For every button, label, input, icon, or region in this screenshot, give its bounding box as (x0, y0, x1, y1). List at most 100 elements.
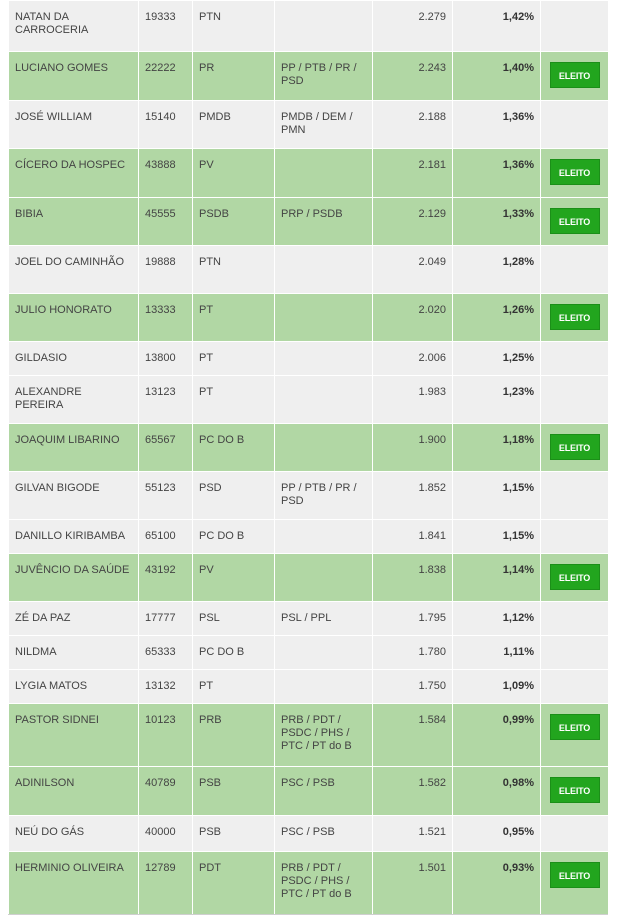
table-row: JOEL DO CAMINHÃO 19888 PTN 2.049 1,28% (8, 245, 609, 294)
table-row: NILDMA 65333 PC DO B 1.780 1,11% (8, 635, 609, 670)
candidate-coalition (274, 0, 373, 52)
table-row: CÍCERO DA HOSPEC 43888 PV 2.181 1,36% ELEITO (8, 148, 609, 198)
candidate-votes: 1.900 (372, 423, 453, 472)
elected-badge: ELEITO (549, 862, 600, 888)
table-row: PASTOR SIDNEI 10123 PRB PRB / PDT / PSDC / … (8, 703, 609, 767)
candidate-status-cell (540, 341, 609, 376)
candidate-party: PT (192, 293, 275, 342)
candidate-vote-percent: 1,40% (452, 51, 541, 101)
candidate-party: PTN (192, 245, 275, 294)
candidate-status-cell: ELEITO (540, 766, 609, 816)
candidate-number: 45555 (138, 197, 193, 246)
candidate-number: 10123 (138, 703, 193, 767)
candidate-party: PDT (192, 851, 275, 915)
candidate-vote-percent: 1,11% (452, 635, 541, 670)
candidate-status-cell (540, 375, 609, 424)
candidate-name: GILVAN BIGODE (8, 471, 139, 520)
candidate-party: PTN (192, 0, 275, 52)
table-row: ADINILSON 40789 PSB PSC / PSB 1.582 0,98% ELEI… (8, 766, 609, 816)
elected-badge: ELEITO (549, 159, 600, 185)
candidate-party: PSD (192, 471, 275, 520)
candidate-number: 13132 (138, 669, 193, 704)
candidate-name: NATAN DA CARROCERIA (8, 0, 139, 52)
candidate-party: PMDB (192, 100, 275, 149)
table-row: ZÉ DA PAZ 17777 PSL PSL / PPL 1.795 1,12% (8, 601, 609, 636)
candidate-party: PC DO B (192, 423, 275, 472)
candidate-name: ADINILSON (8, 766, 139, 816)
candidate-vote-percent: 0,95% (452, 815, 541, 852)
candidate-status-cell (540, 635, 609, 670)
candidate-votes: 1.780 (372, 635, 453, 670)
candidate-coalition (274, 519, 373, 554)
results-table-body: NATAN DA CARROCERIA 19333 PTN 2.279 1,42% LUC… (8, 0, 609, 915)
table-row: HERMINIO OLIVEIRA 12789 PDT PRB / PDT / PSD… (8, 851, 609, 915)
candidate-status-cell: ELEITO (540, 293, 609, 342)
candidate-number: 40789 (138, 766, 193, 816)
table-row: LUCIANO GOMES 22222 PR PP / PTB / PR / PSD 2… (8, 51, 609, 101)
candidate-coalition (274, 669, 373, 704)
candidate-coalition (274, 375, 373, 424)
table-row: DANILLO KIRIBAMBA 65100 PC DO B 1.841 1,15% (8, 519, 609, 554)
table-row: GILVAN BIGODE 55123 PSD PP / PTB / PR / PSD… (8, 471, 609, 520)
candidate-name: LUCIANO GOMES (8, 51, 139, 101)
candidate-vote-percent: 0,99% (452, 703, 541, 767)
candidate-coalition (274, 423, 373, 472)
candidate-coalition (274, 245, 373, 294)
candidate-number: 13800 (138, 341, 193, 376)
candidate-number: 65567 (138, 423, 193, 472)
candidate-name: BIBIA (8, 197, 139, 246)
candidate-status-cell (540, 669, 609, 704)
candidate-name: GILDASIO (8, 341, 139, 376)
candidate-votes: 1.521 (372, 815, 453, 852)
candidate-status-cell: ELEITO (540, 703, 609, 767)
table-row: GILDASIO 13800 PT 2.006 1,25% (8, 341, 609, 376)
candidate-votes: 2.020 (372, 293, 453, 342)
candidate-coalition: PSL / PPL (274, 601, 373, 636)
candidate-votes: 1.983 (372, 375, 453, 424)
candidate-results-table: NATAN DA CARROCERIA 19333 PTN 2.279 1,42% LUC… (8, 0, 609, 915)
elected-badge: ELEITO (549, 714, 600, 740)
table-row: JULIO HONORATO 13333 PT 2.020 1,26% ELEITO (8, 293, 609, 342)
candidate-coalition: PRB / PDT / PSDC / PHS / PTC / PT do B (274, 703, 373, 767)
candidate-coalition (274, 148, 373, 198)
candidate-vote-percent: 1,15% (452, 519, 541, 554)
candidate-vote-percent: 1,09% (452, 669, 541, 704)
candidate-status-cell: ELEITO (540, 148, 609, 198)
candidate-party: PSB (192, 815, 275, 852)
table-row: BIBIA 45555 PSDB PRP / PSDB 2.129 1,33% ELEITO (8, 197, 609, 246)
candidate-name: ZÉ DA PAZ (8, 601, 139, 636)
candidate-votes: 2.049 (372, 245, 453, 294)
candidate-coalition (274, 635, 373, 670)
table-row: LYGIA MATOS 13132 PT 1.750 1,09% (8, 669, 609, 704)
candidate-votes: 1.582 (372, 766, 453, 816)
candidate-party: PC DO B (192, 635, 275, 670)
candidate-name: PASTOR SIDNEI (8, 703, 139, 767)
candidate-votes: 2.006 (372, 341, 453, 376)
candidate-coalition (274, 553, 373, 602)
candidate-number: 55123 (138, 471, 193, 520)
candidate-name: CÍCERO DA HOSPEC (8, 148, 139, 198)
candidate-name: JULIO HONORATO (8, 293, 139, 342)
candidate-vote-percent: 1,23% (452, 375, 541, 424)
candidate-party: PV (192, 148, 275, 198)
candidate-vote-percent: 1,26% (452, 293, 541, 342)
elected-badge: ELEITO (549, 62, 600, 88)
candidate-party: PSDB (192, 197, 275, 246)
candidate-name: HERMINIO OLIVEIRA (8, 851, 139, 915)
candidate-party: PR (192, 51, 275, 101)
candidate-number: 40000 (138, 815, 193, 852)
elected-badge: ELEITO (549, 434, 600, 460)
candidate-number: 43192 (138, 553, 193, 602)
candidate-status-cell: ELEITO (540, 197, 609, 246)
candidate-vote-percent: 1,36% (452, 100, 541, 149)
candidate-status-cell (540, 519, 609, 554)
candidate-votes: 2.181 (372, 148, 453, 198)
candidate-vote-percent: 1,33% (452, 197, 541, 246)
candidate-votes: 2.279 (372, 0, 453, 52)
candidate-status-cell (540, 471, 609, 520)
candidate-coalition: PMDB / DEM / PMN (274, 100, 373, 149)
candidate-party: PSL (192, 601, 275, 636)
candidate-votes: 1.852 (372, 471, 453, 520)
table-row: NEÚ DO GÁS 40000 PSB PSC / PSB 1.521 0,95% (8, 815, 609, 852)
results-table-container: NATAN DA CARROCERIA 19333 PTN 2.279 1,42% LUC… (8, 0, 609, 915)
